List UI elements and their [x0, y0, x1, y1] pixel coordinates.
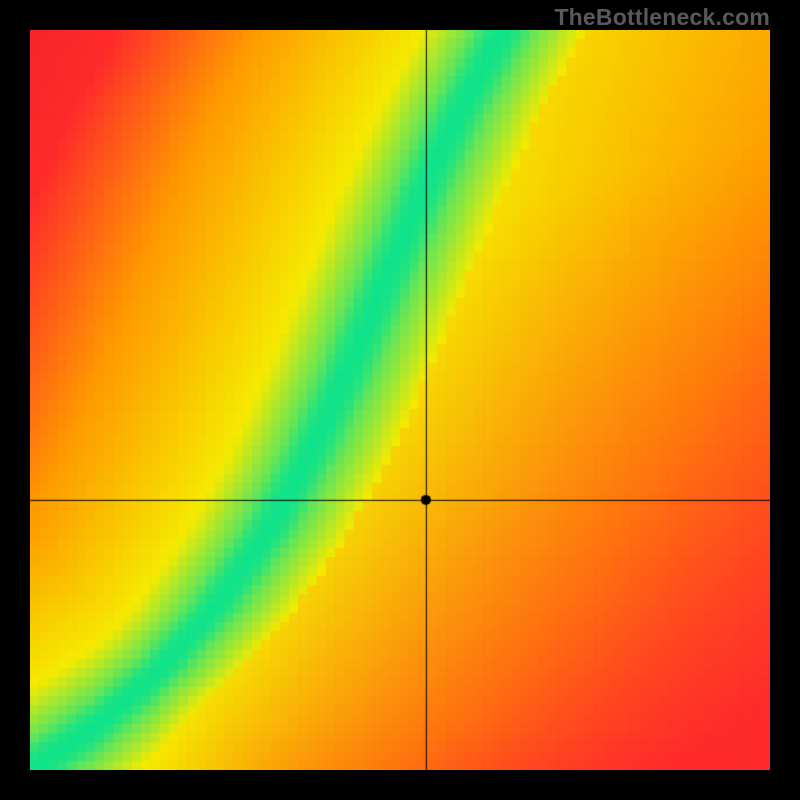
watermark-text: TheBottleneck.com — [554, 4, 770, 31]
bottleneck-heatmap — [30, 30, 770, 770]
